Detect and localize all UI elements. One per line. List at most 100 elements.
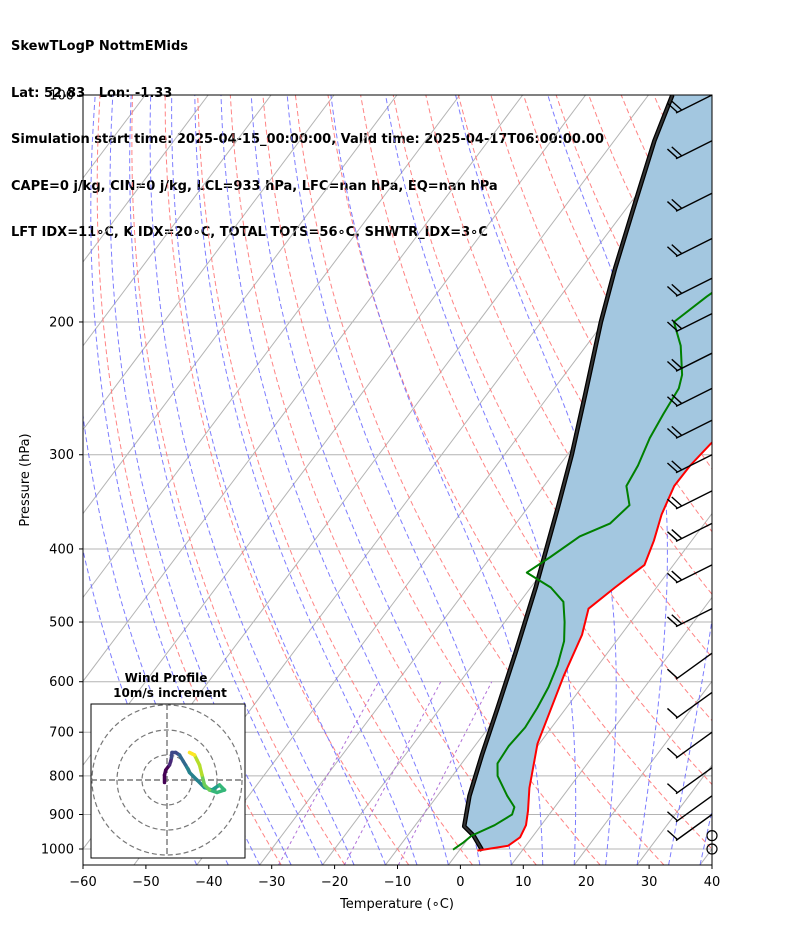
wind-barb xyxy=(666,767,713,795)
hodograph-plot xyxy=(91,704,245,858)
isotherm-line xyxy=(0,95,82,865)
y-tick-label: 400 xyxy=(49,542,74,557)
barb-staff xyxy=(675,522,713,543)
wind-barb xyxy=(666,454,713,474)
barb-flag xyxy=(666,246,678,257)
barb-staff xyxy=(675,192,713,212)
barb-flag xyxy=(666,616,678,627)
barb-staff xyxy=(675,352,713,372)
parcel-profile-line xyxy=(463,95,674,852)
title-line-station: SkewTLogP NottmEMids xyxy=(11,39,189,54)
barb-staff xyxy=(675,387,713,408)
wind-barb xyxy=(666,731,713,759)
barb-flag xyxy=(671,244,683,255)
dry-adiabat-line xyxy=(360,95,712,786)
hodograph-segment xyxy=(187,750,194,756)
isotherm-line xyxy=(0,95,20,865)
dewpoint-profile-line xyxy=(452,291,712,851)
barb-flag xyxy=(671,570,683,581)
moist-adiabat-line xyxy=(250,95,481,865)
wind-barb xyxy=(666,522,713,543)
y-tick-label: 700 xyxy=(49,726,74,741)
moist-adiabat-line xyxy=(194,95,418,865)
barb-flag xyxy=(666,462,678,473)
wind-barb xyxy=(666,313,713,333)
isotherm-line xyxy=(259,261,712,865)
barb-flag xyxy=(671,460,683,471)
moist-adiabat-line xyxy=(455,95,617,865)
wind-barb xyxy=(666,140,713,160)
barb-flag xyxy=(666,321,678,332)
isotherm-line xyxy=(83,95,461,599)
x-tick-label: 10 xyxy=(515,875,532,890)
wind-barb xyxy=(666,691,713,720)
y-axis-label: Pressure (hPa) xyxy=(18,433,33,526)
moist-adiabat-line xyxy=(220,95,449,865)
hodograph-subtitle: 10m/s increment xyxy=(113,686,227,700)
moist-adiabat-line xyxy=(286,95,512,865)
hodograph-title: Wind Profile xyxy=(125,671,208,685)
wind-barb xyxy=(666,608,713,628)
barb-staff xyxy=(675,313,713,333)
mixing-ratio-line xyxy=(278,681,380,865)
chart-title-block: SkewTLogP NottmEMids Lat: 52.83 Lon: -1.… xyxy=(11,8,604,256)
barb-staff xyxy=(675,795,713,823)
barb-staff xyxy=(675,652,713,680)
hodograph-segment xyxy=(187,770,199,782)
y-tick-label: 100 xyxy=(49,89,74,104)
barb-flag xyxy=(666,201,678,212)
barb-flag xyxy=(666,102,678,113)
barb-staff xyxy=(675,237,713,258)
wind-barb xyxy=(666,490,713,510)
y-tick-label: 200 xyxy=(49,315,74,330)
isotherm-line xyxy=(83,95,524,683)
moist-adiabat-line xyxy=(385,95,577,865)
moist-adiabat-line xyxy=(149,95,355,865)
moist-adiabat-line xyxy=(171,95,386,865)
dry-adiabat-line xyxy=(96,95,282,865)
calm-wind-circle xyxy=(706,830,718,842)
wind-barb xyxy=(666,94,713,114)
barb-flag xyxy=(666,286,678,297)
barb-flag xyxy=(671,394,683,405)
wind-barb xyxy=(666,352,713,372)
title-line-indices: LFT IDX=11∘C, K IDX=20∘C, TOTAL TOTS=56∘… xyxy=(11,225,488,240)
barb-flag xyxy=(666,572,678,583)
isotherm-line xyxy=(83,95,209,263)
barb-flag xyxy=(666,811,678,822)
wind-barb xyxy=(666,192,713,212)
dry-adiabat-line xyxy=(719,95,794,865)
isotherm-line xyxy=(83,95,398,515)
moist-adiabat-line xyxy=(699,808,712,865)
x-tick-label: −20 xyxy=(321,875,348,890)
barb-flag xyxy=(666,531,678,542)
isotherm-line xyxy=(448,512,712,865)
x-tick-label: 40 xyxy=(704,875,721,890)
barb-staff xyxy=(675,490,713,510)
wind-barb xyxy=(666,652,713,680)
cin-cape-shading xyxy=(464,95,712,851)
calm-wind-circle xyxy=(706,843,718,855)
mixing-ratio-line xyxy=(397,681,493,865)
barb-staff xyxy=(675,813,713,842)
dry-adiabat-line xyxy=(262,95,601,865)
hodograph-frame xyxy=(90,703,246,859)
barb-staff xyxy=(675,140,713,160)
wind-barb xyxy=(706,830,718,842)
x-tick-label: 30 xyxy=(641,875,658,890)
barb-staff xyxy=(675,608,713,628)
dry-adiabat-line xyxy=(294,95,665,865)
barb-staff xyxy=(675,277,713,297)
barb-flag xyxy=(671,425,683,436)
wind-barb xyxy=(666,237,713,258)
x-tick-label: −10 xyxy=(384,875,411,890)
moist-adiabat-line xyxy=(129,95,324,865)
moist-adiabat-line xyxy=(109,95,292,865)
barb-flag xyxy=(671,198,683,209)
barb-flag xyxy=(666,829,678,840)
barb-flag xyxy=(666,707,678,718)
isotherm-line xyxy=(83,95,335,431)
barb-flag xyxy=(671,319,683,330)
y-tick-label: 500 xyxy=(49,616,74,631)
